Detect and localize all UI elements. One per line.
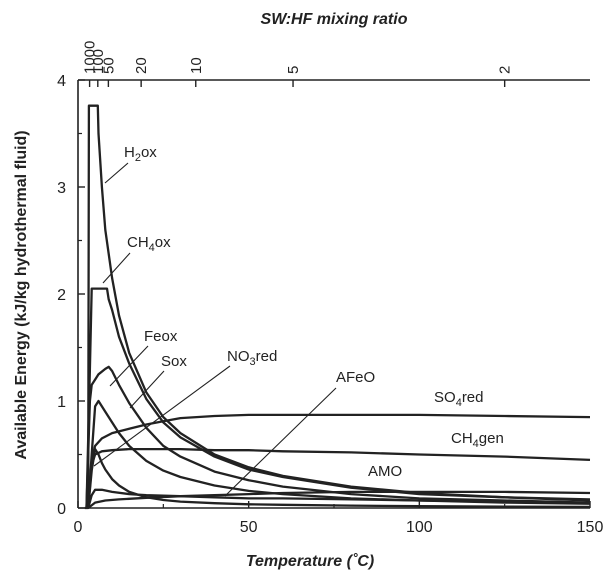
- top-tick-label: 5: [285, 66, 302, 74]
- top-tick-label: 50: [100, 57, 117, 74]
- series-layer: [84, 104, 591, 510]
- top-axis-title: SW:HF mixing ratio: [261, 11, 408, 28]
- series-line-so4red: [87, 413, 591, 509]
- series-annotation-label: SO4red: [434, 389, 484, 409]
- annotation-leader-line: [104, 162, 129, 184]
- series-annotation-label: CH4ox: [127, 234, 171, 254]
- series-line-ch4ox: [85, 287, 591, 509]
- x-tick-label: 150: [577, 519, 604, 536]
- annotation-leader-line: [224, 387, 337, 497]
- x-tick-label: 0: [74, 519, 83, 536]
- y-tick-label: 1: [57, 394, 66, 411]
- top-tick-label: 1000: [82, 41, 99, 74]
- annotation-leader-line: [129, 370, 165, 409]
- top-tick-label: 100: [90, 49, 107, 74]
- series-annotation-label: CH4gen: [451, 430, 504, 450]
- x-tick-label: 50: [240, 519, 258, 536]
- top-tick-label: 10: [188, 57, 205, 74]
- annotation-layer: H2ox CH4ox Feox Sox NO3red AFeO SO4red CH4gen AM…: [93, 144, 504, 497]
- annotation-leader-line: [93, 365, 231, 467]
- y-tick-label: 4: [57, 73, 66, 90]
- series-line-amo: [87, 488, 591, 509]
- series-line-ch4gen: [87, 447, 591, 509]
- series-annotation-label: AMO: [368, 463, 402, 480]
- series-annotation-label: NO3red: [227, 348, 277, 368]
- top-tick-label: 2: [497, 66, 514, 74]
- series-line-h2ox: [84, 104, 591, 510]
- annotation-leader-line: [109, 345, 149, 387]
- annotation-leader-line: [102, 252, 131, 284]
- series-annotation-label: H2ox: [124, 144, 157, 164]
- series-annotation-label: AFeO: [336, 369, 375, 386]
- y-axis-title: Available Energy (kJ/kg hydrothermal flu…: [13, 130, 30, 459]
- y-tick-label: 2: [57, 287, 66, 304]
- series-annotation-label: Sox: [161, 353, 187, 370]
- x-axis-title: Temperature (˚C): [246, 553, 374, 570]
- y-tick-label: 3: [57, 180, 66, 197]
- series-annotation-label: Feox: [144, 328, 178, 345]
- series-line-afeo: [87, 490, 591, 509]
- y-tick-label: 0: [57, 501, 66, 518]
- top-tick-label: 20: [133, 57, 150, 74]
- x-tick-label: 100: [406, 519, 433, 536]
